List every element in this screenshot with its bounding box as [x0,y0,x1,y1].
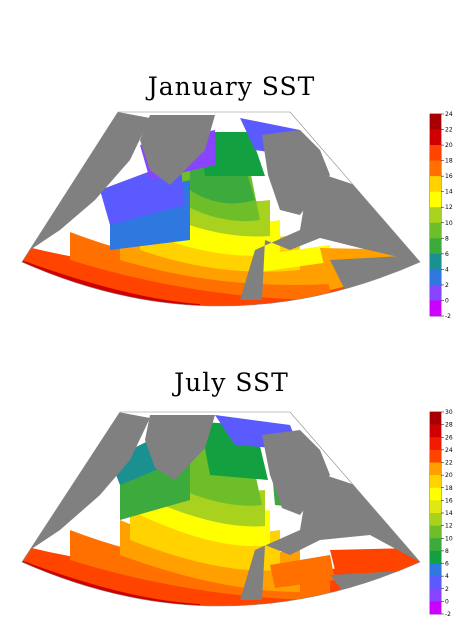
january-colorbar-tick-label: 6 [445,251,449,258]
july-map-frame [21,411,421,607]
july-colorbar-tick-label: 20 [445,472,453,479]
january-colorbar-tick-label: 10 [445,220,453,227]
july-colorbar-bin [430,500,441,514]
january-colorbar-bin [430,176,441,192]
january-colorbar-bin [430,160,441,177]
july-colorbar-bin [430,449,441,463]
january-colorbar-tick-label: 2 [445,282,449,289]
january-colorbar-bin [430,238,441,255]
january-colorbar-tick-label: 0 [445,297,449,304]
january-colorbar-tick-label: 14 [445,189,453,196]
july-colorbar-bin [430,588,441,602]
january-panel: January SST [21,72,453,320]
july-colorbar-tick-label: 22 [445,460,453,467]
july-colorbar-tick-label: -2 [445,611,451,618]
january-ocean-bands [22,118,420,306]
july-colorbar-tick-label: 18 [445,485,453,492]
july-panel: July SST [0,330,463,639]
january-colorbar-bin [430,207,441,224]
july-colorbar-bin [430,601,441,615]
july-colorbar-bin [430,475,441,489]
july-colorbar-tick-label: 28 [445,422,453,429]
july-colorbar-tick-label: 8 [445,548,449,555]
july-colorbar-bin [430,513,441,526]
july-colorbar-tick-label: 10 [445,535,453,542]
july-colorbar-tick-label: 26 [445,434,453,441]
july-colorbar-bin [430,487,441,501]
july-ocean-bands [22,415,420,606]
january-colorbar-bin [430,145,441,161]
january-colorbar-bin [430,253,441,270]
january-colorbar-tick-label: 22 [445,127,453,134]
january-colorbar-bin [430,222,441,239]
july-colorbar-bin [430,550,441,564]
july-colorbar-bin [430,525,441,539]
january-colorbar-bin [430,191,441,208]
july-colorbar-tick-label: 12 [445,523,453,530]
january-title: January SST [147,72,316,101]
january-colorbar-tick-label: -2 [445,313,451,320]
july-colorbar-tick-label: 16 [445,497,453,504]
january-colorbar-bin [430,129,441,146]
january-colorbar-tick-label: 8 [445,235,449,242]
july-colorbar-bin [430,412,441,425]
january-colorbar-bin [430,269,441,286]
january-colorbar-tick-label: 20 [445,142,453,149]
january-colorbar-tick-label: 24 [445,111,453,118]
july-colorbar-tick-label: 24 [445,447,453,454]
january-land [22,112,420,300]
january-colorbar-tick-label: 12 [445,204,453,211]
july-colorbar-tick-label: 4 [445,573,449,580]
july-colorbar-bin [430,424,441,438]
july-colorbar-tick-label: 30 [445,409,453,416]
july-colorbar-bin [430,437,441,451]
january-colorbar-tick-label: 16 [445,173,453,180]
january-colorbar-tick-label: 4 [445,266,449,273]
july-title: July SST [174,368,289,397]
july-colorbar-bin [430,576,441,590]
january-colorbar-bin [430,284,441,301]
july-colorbar-tick-label: 2 [445,586,449,593]
january-colorbar-tick-label: 18 [445,158,453,165]
july-colorbar-tick-label: 0 [445,598,449,605]
january-colorbar-bin [430,300,441,317]
january-colorbar-bin [430,114,441,130]
july-colorbar-tick-label: 14 [445,510,453,517]
july-colorbar-bin [430,538,441,552]
july-colorbar-bin [430,462,441,476]
january-map-frame [21,111,421,307]
july-colorbar-tick-label: 6 [445,561,449,568]
july-colorbar-bin [430,563,441,577]
